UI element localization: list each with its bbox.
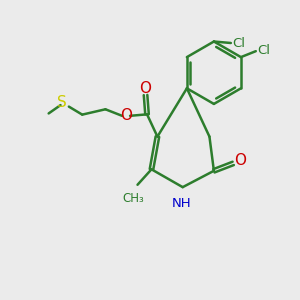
Text: Cl: Cl <box>232 37 245 50</box>
Text: O: O <box>140 81 152 96</box>
Text: O: O <box>234 154 246 169</box>
Text: CH₃: CH₃ <box>123 192 145 205</box>
Text: NH: NH <box>171 197 191 210</box>
Text: O: O <box>120 108 132 123</box>
Text: Cl: Cl <box>257 44 270 57</box>
Text: S: S <box>57 95 67 110</box>
